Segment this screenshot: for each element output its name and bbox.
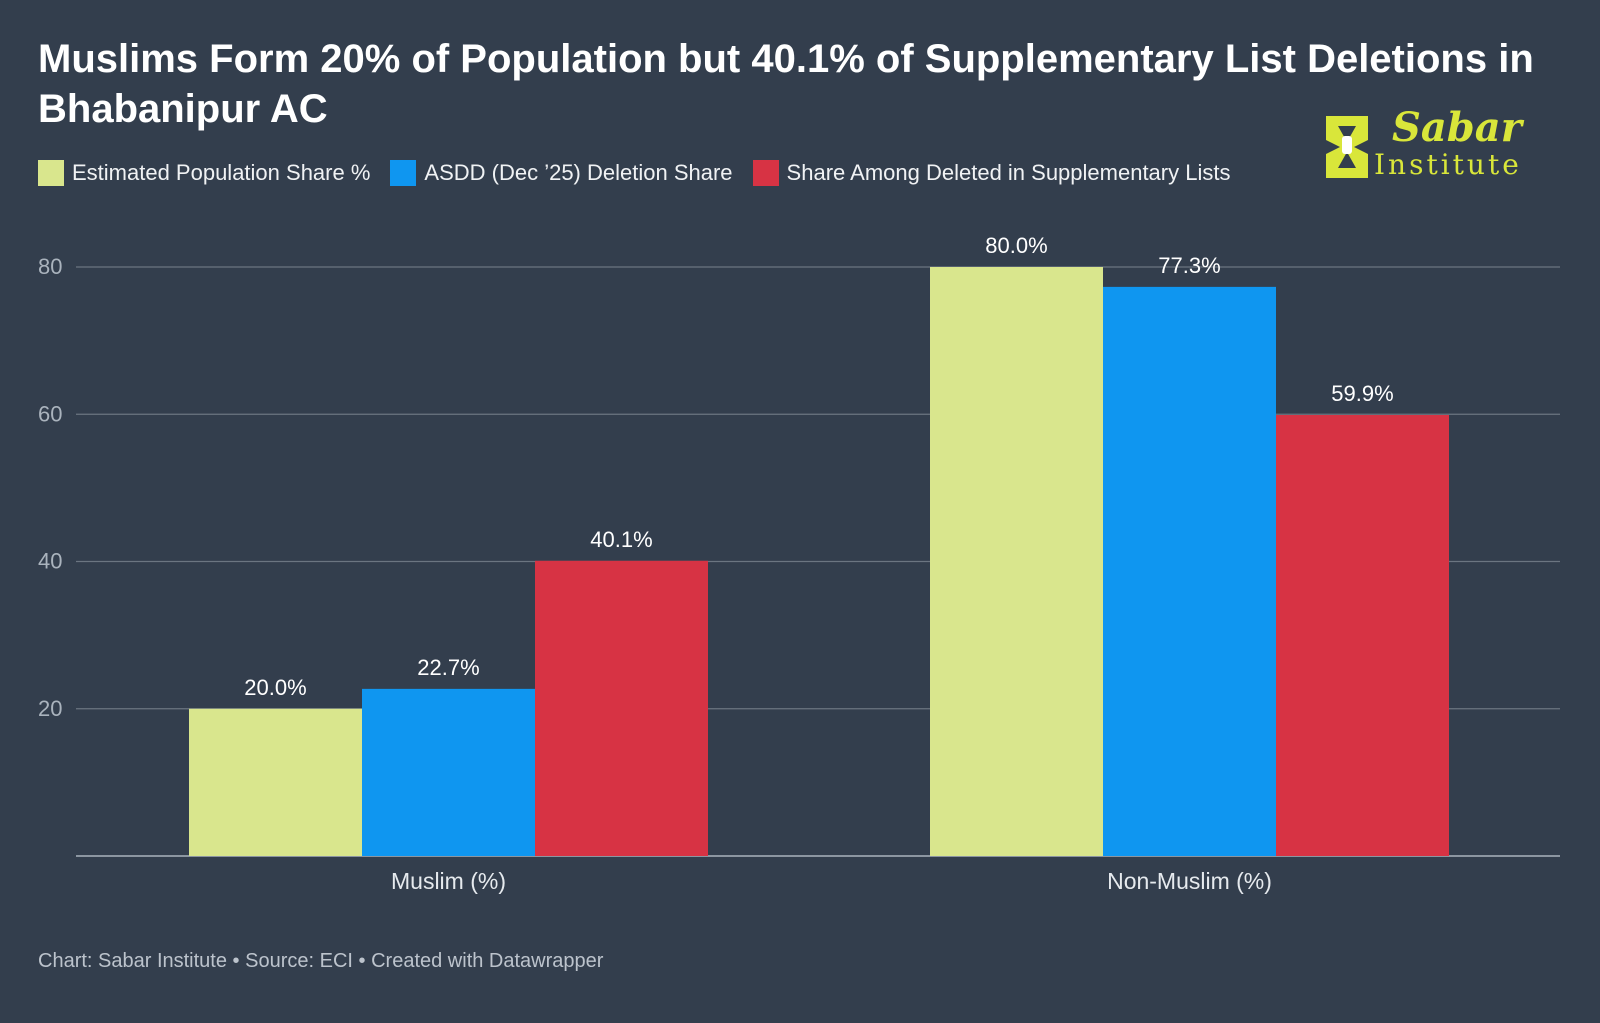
bar-1-1 bbox=[1103, 286, 1276, 856]
footer-separator-2: • bbox=[358, 950, 366, 972]
chart-legend: Estimated Population Share % ASDD (Dec ’… bbox=[38, 160, 1250, 186]
legend-item-asdd: ASDD (Dec ’25) Deletion Share bbox=[390, 160, 733, 186]
sabar-institute-logo: Sabar Institute bbox=[1326, 104, 1572, 188]
footer-tool: Created with Datawrapper bbox=[371, 950, 604, 972]
legend-item-supplementary: Share Among Deleted in Supplementary Lis… bbox=[752, 160, 1231, 186]
hourglass-logo-icon bbox=[1326, 116, 1368, 178]
bar-0-0 bbox=[189, 708, 362, 856]
bar-1-2 bbox=[1276, 414, 1449, 856]
data-label-1-2: 59.9% bbox=[1331, 381, 1393, 406]
bar-0-2 bbox=[535, 560, 708, 856]
footer-credit: Chart: Sabar Institute bbox=[38, 950, 227, 972]
bar-1-0 bbox=[930, 267, 1103, 856]
chart-title: Muslims Form 20% of Population but 40.1%… bbox=[38, 37, 1534, 131]
data-label-0-2: 40.1% bbox=[590, 527, 652, 552]
logo-word-institute: Institute bbox=[1374, 148, 1522, 181]
x-category-label-0: Muslim (%) bbox=[391, 868, 506, 894]
y-tick-label-80: 80 bbox=[38, 254, 62, 279]
legend-swatch-population bbox=[38, 160, 64, 186]
data-label-0-0: 20.0% bbox=[244, 675, 306, 700]
legend-swatch-asdd bbox=[390, 160, 417, 186]
data-label-1-1: 77.3% bbox=[1158, 253, 1220, 278]
data-label-1-0: 80.0% bbox=[985, 233, 1047, 258]
legend-label-supplementary: Share Among Deleted in Supplementary Lis… bbox=[786, 160, 1231, 185]
y-tick-label-60: 60 bbox=[38, 401, 62, 426]
legend-label-asdd: ASDD (Dec ’25) Deletion Share bbox=[424, 160, 733, 185]
chart-footer: Chart: Sabar Institute • Source: ECI • C… bbox=[38, 950, 603, 973]
legend-label-population: Estimated Population Share % bbox=[72, 160, 371, 185]
legend-item-population: Estimated Population Share % bbox=[38, 160, 370, 186]
y-tick-label-20: 20 bbox=[38, 696, 62, 721]
logo-word-sabar: Sabar bbox=[1392, 104, 1522, 151]
legend-swatch-supplementary bbox=[752, 160, 779, 186]
data-label-0-1: 22.7% bbox=[417, 655, 479, 680]
bar-0-1 bbox=[362, 688, 535, 856]
y-tick-label-40: 40 bbox=[38, 549, 62, 574]
footer-separator-1: • bbox=[232, 950, 240, 972]
footer-source: Source: ECI bbox=[245, 950, 353, 972]
x-category-label-1: Non-Muslim (%) bbox=[1107, 868, 1272, 894]
